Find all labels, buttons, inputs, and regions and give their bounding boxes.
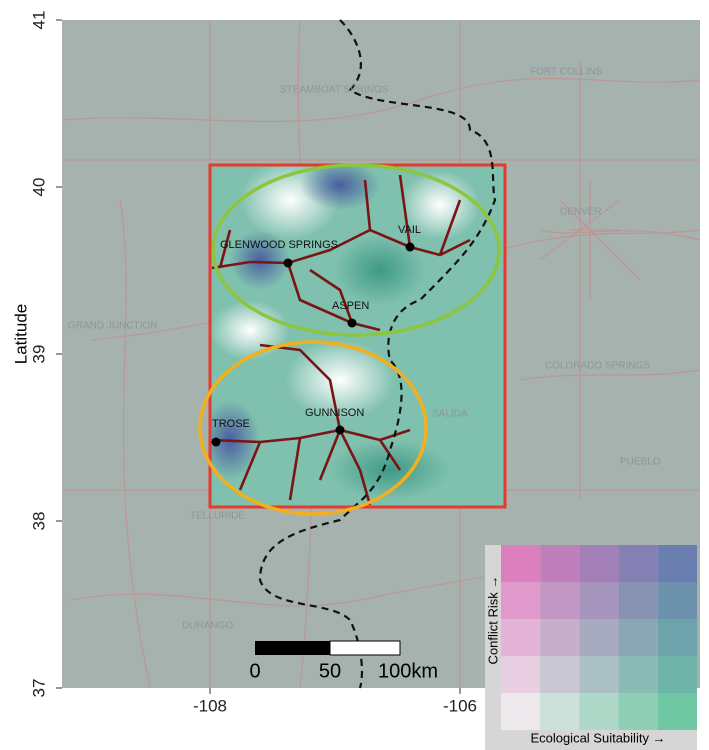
- legend-cell: [657, 656, 697, 693]
- legend-cell: [618, 693, 658, 730]
- legend-cell: [540, 656, 580, 693]
- legend-y-label: Conflict Risk →: [485, 576, 500, 665]
- y-axis-label: Latitude: [11, 304, 30, 365]
- legend-cell: [579, 545, 619, 582]
- axis-ticks: 41 40 39 38 37 -108 -106: [29, 11, 477, 716]
- legend-cell: [579, 693, 619, 730]
- legend-cell: [501, 582, 541, 619]
- scale-label: 50: [319, 660, 341, 682]
- legend-cell: [579, 619, 619, 656]
- background-city-label: FORT COLLINS: [530, 67, 603, 78]
- legend-cell: [501, 619, 541, 656]
- legend-cell: [657, 545, 697, 582]
- background-city-label: PUEBLO: [620, 457, 661, 468]
- bivariate-legend: [501, 545, 697, 730]
- city-point: [335, 425, 345, 435]
- city-label: VAIL: [398, 224, 421, 236]
- y-tick-label: 37: [29, 679, 48, 698]
- city-label: GUNNISON: [305, 407, 364, 419]
- scale-label: 0: [249, 660, 260, 682]
- legend-cell: [618, 545, 658, 582]
- city-label: GLENWOOD SPRINGS: [220, 239, 338, 251]
- legend-cell: [540, 582, 580, 619]
- city-label: ASPEN: [332, 300, 369, 312]
- legend-cell: [540, 545, 580, 582]
- legend-cell: [540, 693, 580, 730]
- background-city-label: DENVER: [560, 207, 602, 218]
- background-city-label: TELLURIDE: [190, 511, 245, 522]
- legend-cell: [618, 582, 658, 619]
- city-point: [211, 437, 221, 447]
- city-point: [405, 242, 415, 252]
- scale-label: 100km: [378, 660, 438, 682]
- background-city-label: SALIDA: [432, 409, 468, 420]
- y-tick-label: 38: [29, 512, 48, 531]
- y-tick-label: 40: [29, 178, 48, 197]
- background-city-label: STEAMBOAT SPRINGS: [280, 85, 389, 96]
- legend-cell: [579, 656, 619, 693]
- city-point: [283, 258, 293, 268]
- south-cluster-ellipse: [198, 340, 428, 516]
- background-city-label: DURANGO: [182, 621, 233, 632]
- city-points: [211, 242, 415, 447]
- legend-x-label: Ecological Suitability →: [530, 730, 665, 745]
- legend-cell: [657, 619, 697, 656]
- legend-cell: [501, 545, 541, 582]
- scale-segment: [255, 641, 330, 655]
- city-label: TROSE: [212, 418, 250, 430]
- y-tick-label: 39: [29, 345, 48, 364]
- city-point: [347, 318, 357, 328]
- legend-cell: [540, 619, 580, 656]
- background-city-label: COLORADO SPRINGS: [545, 361, 650, 372]
- scale-bar: 0 50 100km: [249, 640, 438, 682]
- legend-cell: [657, 693, 697, 730]
- legend-cell: [618, 656, 658, 693]
- x-tick-label: -106: [443, 696, 477, 715]
- legend-cell: [657, 582, 697, 619]
- continental-divide: [258, 19, 497, 689]
- major-roads: [211, 174, 471, 506]
- north-cluster-ellipse: [211, 163, 501, 337]
- legend-cell: [501, 693, 541, 730]
- legend-cell: [501, 656, 541, 693]
- y-tick-label: 41: [29, 11, 48, 30]
- background-city-label: GRAND JUNCTION: [68, 321, 157, 332]
- legend-cell: [579, 582, 619, 619]
- scale-segment: [329, 640, 401, 656]
- x-tick-label: -108: [193, 696, 227, 715]
- legend-cell: [618, 619, 658, 656]
